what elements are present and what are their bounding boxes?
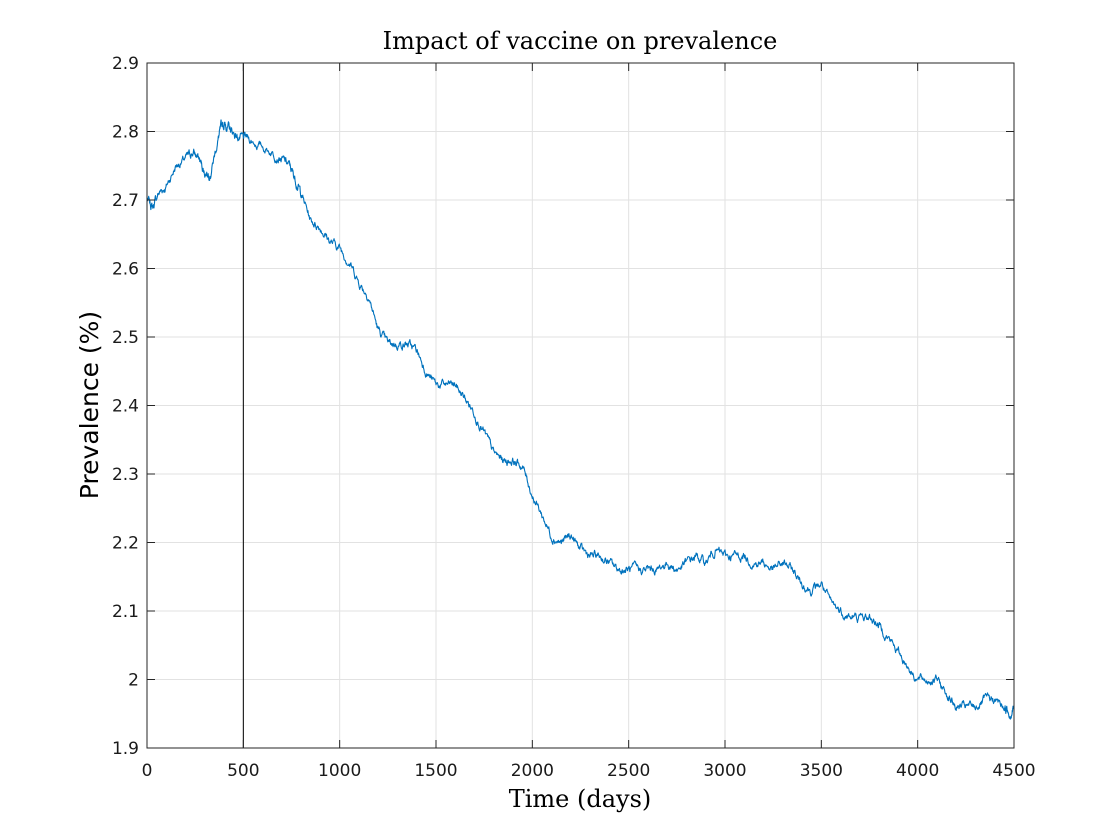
chart-title: Impact of vaccine on prevalence [383,27,778,55]
x-tick-label: 4000 [896,761,939,781]
ticks: 0 500 1000 1500 2000 2500 3000 3500 4000 4500 1.9 2… [112,54,1036,781]
y-tick-label: 2.4 [112,397,139,417]
y-tick-label: 2.5 [112,328,139,348]
x-tick-label: 4500 [992,761,1035,781]
x-tick-label: 1500 [414,761,457,781]
x-tick-label: 3000 [703,761,746,781]
y-tick-label: 2.3 [112,465,139,485]
y-tick-label: 2.9 [112,54,139,74]
x-tick-label: 3500 [800,761,843,781]
prevalence-series-line [146,119,1015,720]
x-axis-label: Time (days) [509,785,652,813]
x-tick-label: 0 [142,761,153,781]
y-axis-label: Prevalence (%) [75,311,104,499]
x-tick-label: 2000 [511,761,554,781]
y-tick-label: 2.2 [112,534,139,554]
x-tick-label: 1000 [318,761,361,781]
y-tick-label: 2 [128,671,139,691]
y-tick-label: 2.1 [112,602,139,622]
y-tick-label: 1.9 [112,739,139,759]
x-tick-label: 500 [227,761,259,781]
y-tick-label: 2.6 [112,260,139,280]
x-tick-label: 2500 [607,761,650,781]
y-tick-label: 2.8 [112,123,139,143]
y-tick-label: 2.7 [112,191,139,211]
